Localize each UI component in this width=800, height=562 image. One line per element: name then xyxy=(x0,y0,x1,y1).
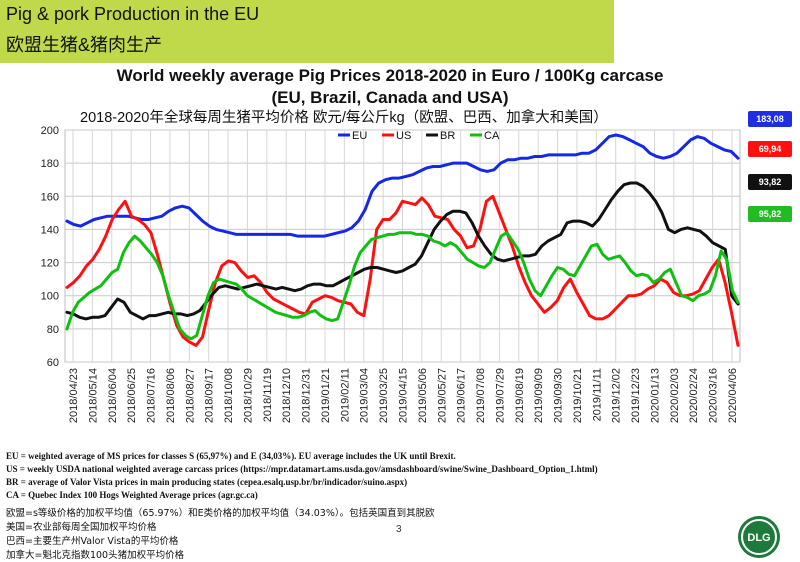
svg-text:DLG: DLG xyxy=(747,532,770,544)
x-tick-label: 2019/10/21 xyxy=(572,368,584,423)
x-tick-label: 2018/10/29 xyxy=(242,368,254,423)
x-tick-label: 2018/11/19 xyxy=(262,368,274,422)
x-tick-label: 2018/08/27 xyxy=(184,368,196,423)
x-tick-label: 2019/07/08 xyxy=(475,368,487,423)
y-tick-label: 60 xyxy=(47,357,59,369)
last-value-badge-br: 93,82 xyxy=(748,174,792,190)
y-tick-label: 80 xyxy=(47,324,59,336)
chart-subtitle-cn: 2018-2020年全球每周生猪平均价格 欧元/每公斤kg（欧盟、巴西、加拿大和… xyxy=(80,110,608,126)
x-tick-label: 2018/04/23 xyxy=(68,368,80,423)
x-tick-label: 2018/12/31 xyxy=(301,368,313,423)
dlg-logo: DLG xyxy=(738,516,780,558)
last-value-badge-us: 69,94 xyxy=(748,141,792,157)
chart-title-line2: (EU, Brazil, Canada and USA) xyxy=(271,88,509,107)
page-number: 3 xyxy=(396,524,402,535)
x-tick-label: 2019/01/21 xyxy=(320,368,332,423)
x-tick-label: 2019/12/02 xyxy=(611,368,623,423)
legend-label-ca: CA xyxy=(484,130,500,142)
x-tick-label: 2019/05/06 xyxy=(417,368,429,423)
x-tick-label: 2019/02/11 xyxy=(339,368,351,422)
x-tick-label: 2018/07/16 xyxy=(146,368,158,423)
x-tick-label: 2019/07/29 xyxy=(494,368,506,423)
series-line-ca xyxy=(65,231,740,341)
banner-title-cn: 欧盟生猪&猪肉生产 xyxy=(6,35,163,55)
legend-label-us: US xyxy=(396,130,411,142)
x-tick-label: 2019/05/27 xyxy=(436,368,448,423)
x-tick-label: 2019/06/17 xyxy=(456,368,468,423)
title-banner: Pig & pork Production in the EU 欧盟生猪&猪肉生… xyxy=(0,0,614,63)
legend-label-br: BR xyxy=(440,130,455,142)
x-tick-label: 2020/03/16 xyxy=(708,368,720,423)
y-tick-label: 140 xyxy=(41,224,59,236)
x-tick-label: 2018/08/06 xyxy=(165,368,177,423)
x-tick-label: 2019/09/30 xyxy=(553,368,565,423)
footer-note-cn-eu: 欧盟=s等级价格的加权平均值（65.97%）和E类价格的加权平均值（34.03%… xyxy=(6,508,435,519)
x-tick-label: 2019/03/25 xyxy=(378,368,390,423)
x-tick-label: 2019/11/11 xyxy=(591,368,603,421)
chart-title-line1: World weekly average Pig Prices 2018-202… xyxy=(116,66,664,85)
x-tick-label: 2018/06/25 xyxy=(126,368,138,423)
series-line-eu xyxy=(65,133,740,238)
footer-note-cn-br: 巴西=主要生产州Valor Vista的平均价格 xyxy=(6,536,179,547)
footer-note-br: BR = average of Valor Vista prices in ma… xyxy=(6,477,408,487)
x-tick-label: 2019/04/15 xyxy=(398,368,410,423)
x-tick-label: 2019/12/23 xyxy=(630,368,642,423)
x-tick-label: 2020/02/03 xyxy=(669,368,681,423)
x-tick-label: 2018/09/17 xyxy=(204,368,216,423)
footer-note-cn-ca: 加拿大=魁北克指数100头猪加权平均价格 xyxy=(6,550,185,561)
x-tick-label: 2019/09/09 xyxy=(533,368,545,423)
footer-note-ca: CA = Quebec Index 100 Hogs Weighted Aver… xyxy=(6,490,258,500)
banner-title-en: Pig & pork Production in the EU xyxy=(6,4,260,24)
last-value-badge-ca: 95,82 xyxy=(748,206,792,222)
x-tick-label: 2020/02/24 xyxy=(688,368,700,423)
y-tick-label: 100 xyxy=(41,291,59,303)
x-tick-label: 2018/10/08 xyxy=(223,368,235,423)
x-tick-label: 2020/01/13 xyxy=(649,368,661,423)
footer-note-us: US = weekly USDA national weighted avera… xyxy=(6,464,598,474)
price-chart: 60 80 100 120 140 160 180 200 2018/04/23 2018/05/… xyxy=(41,125,741,423)
series-line-br xyxy=(65,181,740,321)
x-tick-label: 2019/03/04 xyxy=(359,368,371,423)
x-tick-label: 2018/06/04 xyxy=(107,368,119,423)
x-tick-label: 2018/05/14 xyxy=(87,368,99,423)
y-tick-label: 160 xyxy=(41,191,59,203)
y-tick-label: 200 xyxy=(41,125,59,137)
legend-label-eu: EU xyxy=(352,130,367,142)
y-tick-label: 120 xyxy=(41,258,59,270)
x-tick-label: 2020/04/06 xyxy=(727,368,739,423)
y-tick-label: 180 xyxy=(41,158,59,170)
x-tick-label: 2019/08/19 xyxy=(514,368,526,423)
last-value-badge-eu: 183,08 xyxy=(748,111,792,127)
footer-note-eu: EU = weighted average of MS prices for c… xyxy=(6,451,456,461)
x-tick-label: 2018/12/10 xyxy=(281,368,293,423)
footer-note-cn-us: 美国=农业部每周全国加权平均价格 xyxy=(6,522,157,533)
